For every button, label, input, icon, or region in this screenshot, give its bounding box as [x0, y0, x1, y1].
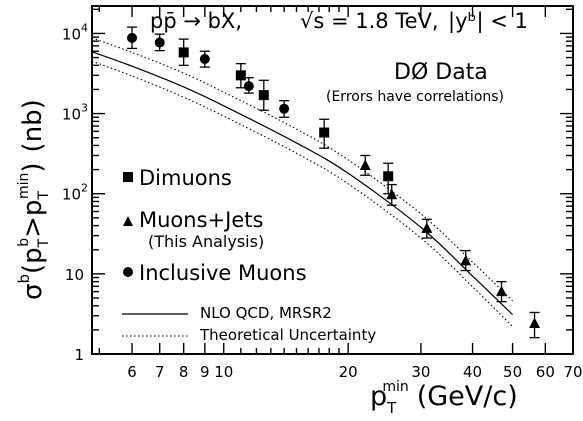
- muons-jets-point: [529, 318, 540, 329]
- legend-marker-muons-jets: [123, 216, 133, 226]
- y-tick-label: 104: [62, 21, 88, 43]
- legend-inclusive-muons: Inclusive Muons: [139, 261, 307, 285]
- y-tick-label: 1: [74, 346, 84, 364]
- x-tick-label: 7: [155, 363, 165, 381]
- muons-jets-point: [421, 222, 432, 233]
- annotation-title: DØ Data: [394, 60, 488, 85]
- muons-jets-point: [360, 159, 371, 170]
- inclusive-muons-point: [200, 54, 210, 64]
- title-reaction: pp̄ → bX,: [150, 9, 242, 33]
- x-tick-label: 60: [536, 363, 555, 381]
- y-tick-label: 102: [62, 182, 88, 204]
- dimuons-point: [259, 90, 269, 100]
- inclusive-muons-point: [127, 33, 137, 43]
- legend-dimuons: Dimuons: [139, 166, 232, 190]
- y-tick-label: 103: [62, 102, 88, 124]
- x-tick-label: 9: [200, 363, 210, 381]
- x-tick-label: 40: [463, 363, 482, 381]
- dimuons-point: [319, 128, 329, 138]
- inclusive-muons-point: [279, 104, 289, 114]
- x-tick-label: 30: [411, 363, 430, 381]
- dimuons-point: [236, 70, 246, 80]
- title-energy: √s = 1.8 TeV,: [300, 9, 439, 33]
- x-tick-label: 8: [179, 363, 189, 381]
- y-tick-label: 10: [65, 266, 84, 284]
- x-tick-label: 50: [503, 363, 522, 381]
- legend-marker-dimuons: [123, 172, 133, 182]
- x-tick-label: 10: [214, 363, 233, 381]
- muons-jets-point: [496, 286, 507, 297]
- legend-marker-inclusive-muons: [123, 267, 133, 277]
- x-tick-label: 6: [127, 363, 137, 381]
- legend-muons-jets-sub: (This Analysis): [148, 232, 264, 251]
- legend-uncertainty: Theoretical Uncertainty: [199, 326, 376, 344]
- inclusive-muons-point: [244, 81, 254, 91]
- annotation-subtitle: (Errors have correlations): [326, 89, 504, 105]
- title-rapidity: |yᵇ| < 1: [448, 9, 528, 34]
- x-tick-label: 20: [339, 363, 358, 381]
- dimuons-point: [383, 171, 393, 181]
- dimuons-point: [179, 47, 189, 57]
- x-axis-title: pTmin (GeV/c): [370, 379, 518, 417]
- legend-nlo: NLO QCD, MRSR2: [200, 304, 332, 322]
- muons-jets-point: [460, 255, 471, 266]
- legend-muons-jets: Muons+Jets: [139, 208, 263, 232]
- x-tick-label: 70: [563, 363, 582, 381]
- inclusive-muons-point: [155, 38, 165, 48]
- y-axis-title: σb(pTb>pTmin)(nb): [15, 99, 52, 300]
